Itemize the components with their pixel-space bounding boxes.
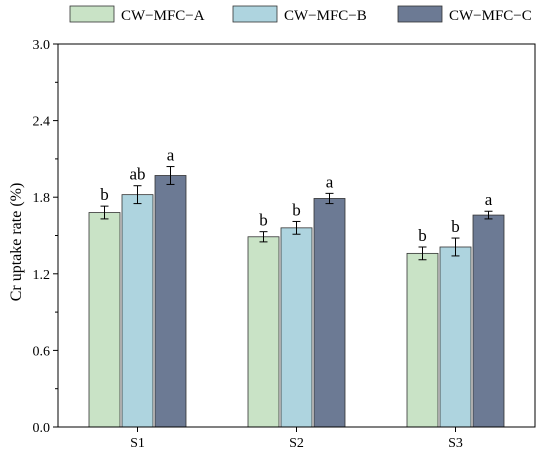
y-tick-label: 0.0 bbox=[33, 421, 51, 436]
legend-label: CW−MFC−A bbox=[121, 8, 205, 24]
bar bbox=[247, 236, 280, 428]
significance-label: a bbox=[326, 172, 334, 191]
bar bbox=[313, 198, 346, 428]
x-tick-label: S1 bbox=[130, 436, 145, 451]
bar bbox=[121, 194, 154, 428]
bar bbox=[154, 175, 187, 428]
bar bbox=[280, 227, 313, 428]
significance-label: b bbox=[292, 200, 301, 219]
x-tick-label: S3 bbox=[448, 436, 463, 451]
significance-label: a bbox=[167, 146, 175, 165]
y-tick-label: 1.8 bbox=[33, 191, 51, 206]
legend-swatch bbox=[397, 5, 443, 23]
legend: CW−MFC−A CW−MFC−B CW−MFC−C bbox=[69, 5, 532, 24]
y-axis-title: Cr uptake rate (%) bbox=[8, 183, 25, 302]
axes: 0.0 0.6 1.2 1.8 2.4 3.0 S1 S2 S3 bbox=[33, 38, 536, 451]
x-tick-label: S2 bbox=[289, 436, 304, 451]
legend-label: CW−MFC−B bbox=[284, 8, 367, 24]
significance-label: b bbox=[451, 217, 460, 236]
bar bbox=[406, 252, 439, 428]
significance-label: b bbox=[418, 226, 427, 245]
y-tick-label: 0.6 bbox=[33, 344, 51, 359]
legend-swatch bbox=[69, 5, 115, 23]
significance-label: b bbox=[100, 185, 109, 204]
bar bbox=[472, 214, 505, 428]
bar bbox=[88, 212, 121, 428]
significance-label: ab bbox=[129, 165, 145, 184]
y-tick-label: 1.2 bbox=[33, 268, 51, 283]
bar bbox=[439, 246, 472, 428]
y-tick-label: 3.0 bbox=[33, 38, 51, 53]
significance-label: a bbox=[485, 190, 493, 209]
y-tick-label: 2.4 bbox=[33, 115, 51, 130]
legend-label: CW−MFC−C bbox=[449, 8, 532, 24]
legend-swatch bbox=[232, 5, 278, 23]
significance-label: b bbox=[259, 211, 268, 230]
